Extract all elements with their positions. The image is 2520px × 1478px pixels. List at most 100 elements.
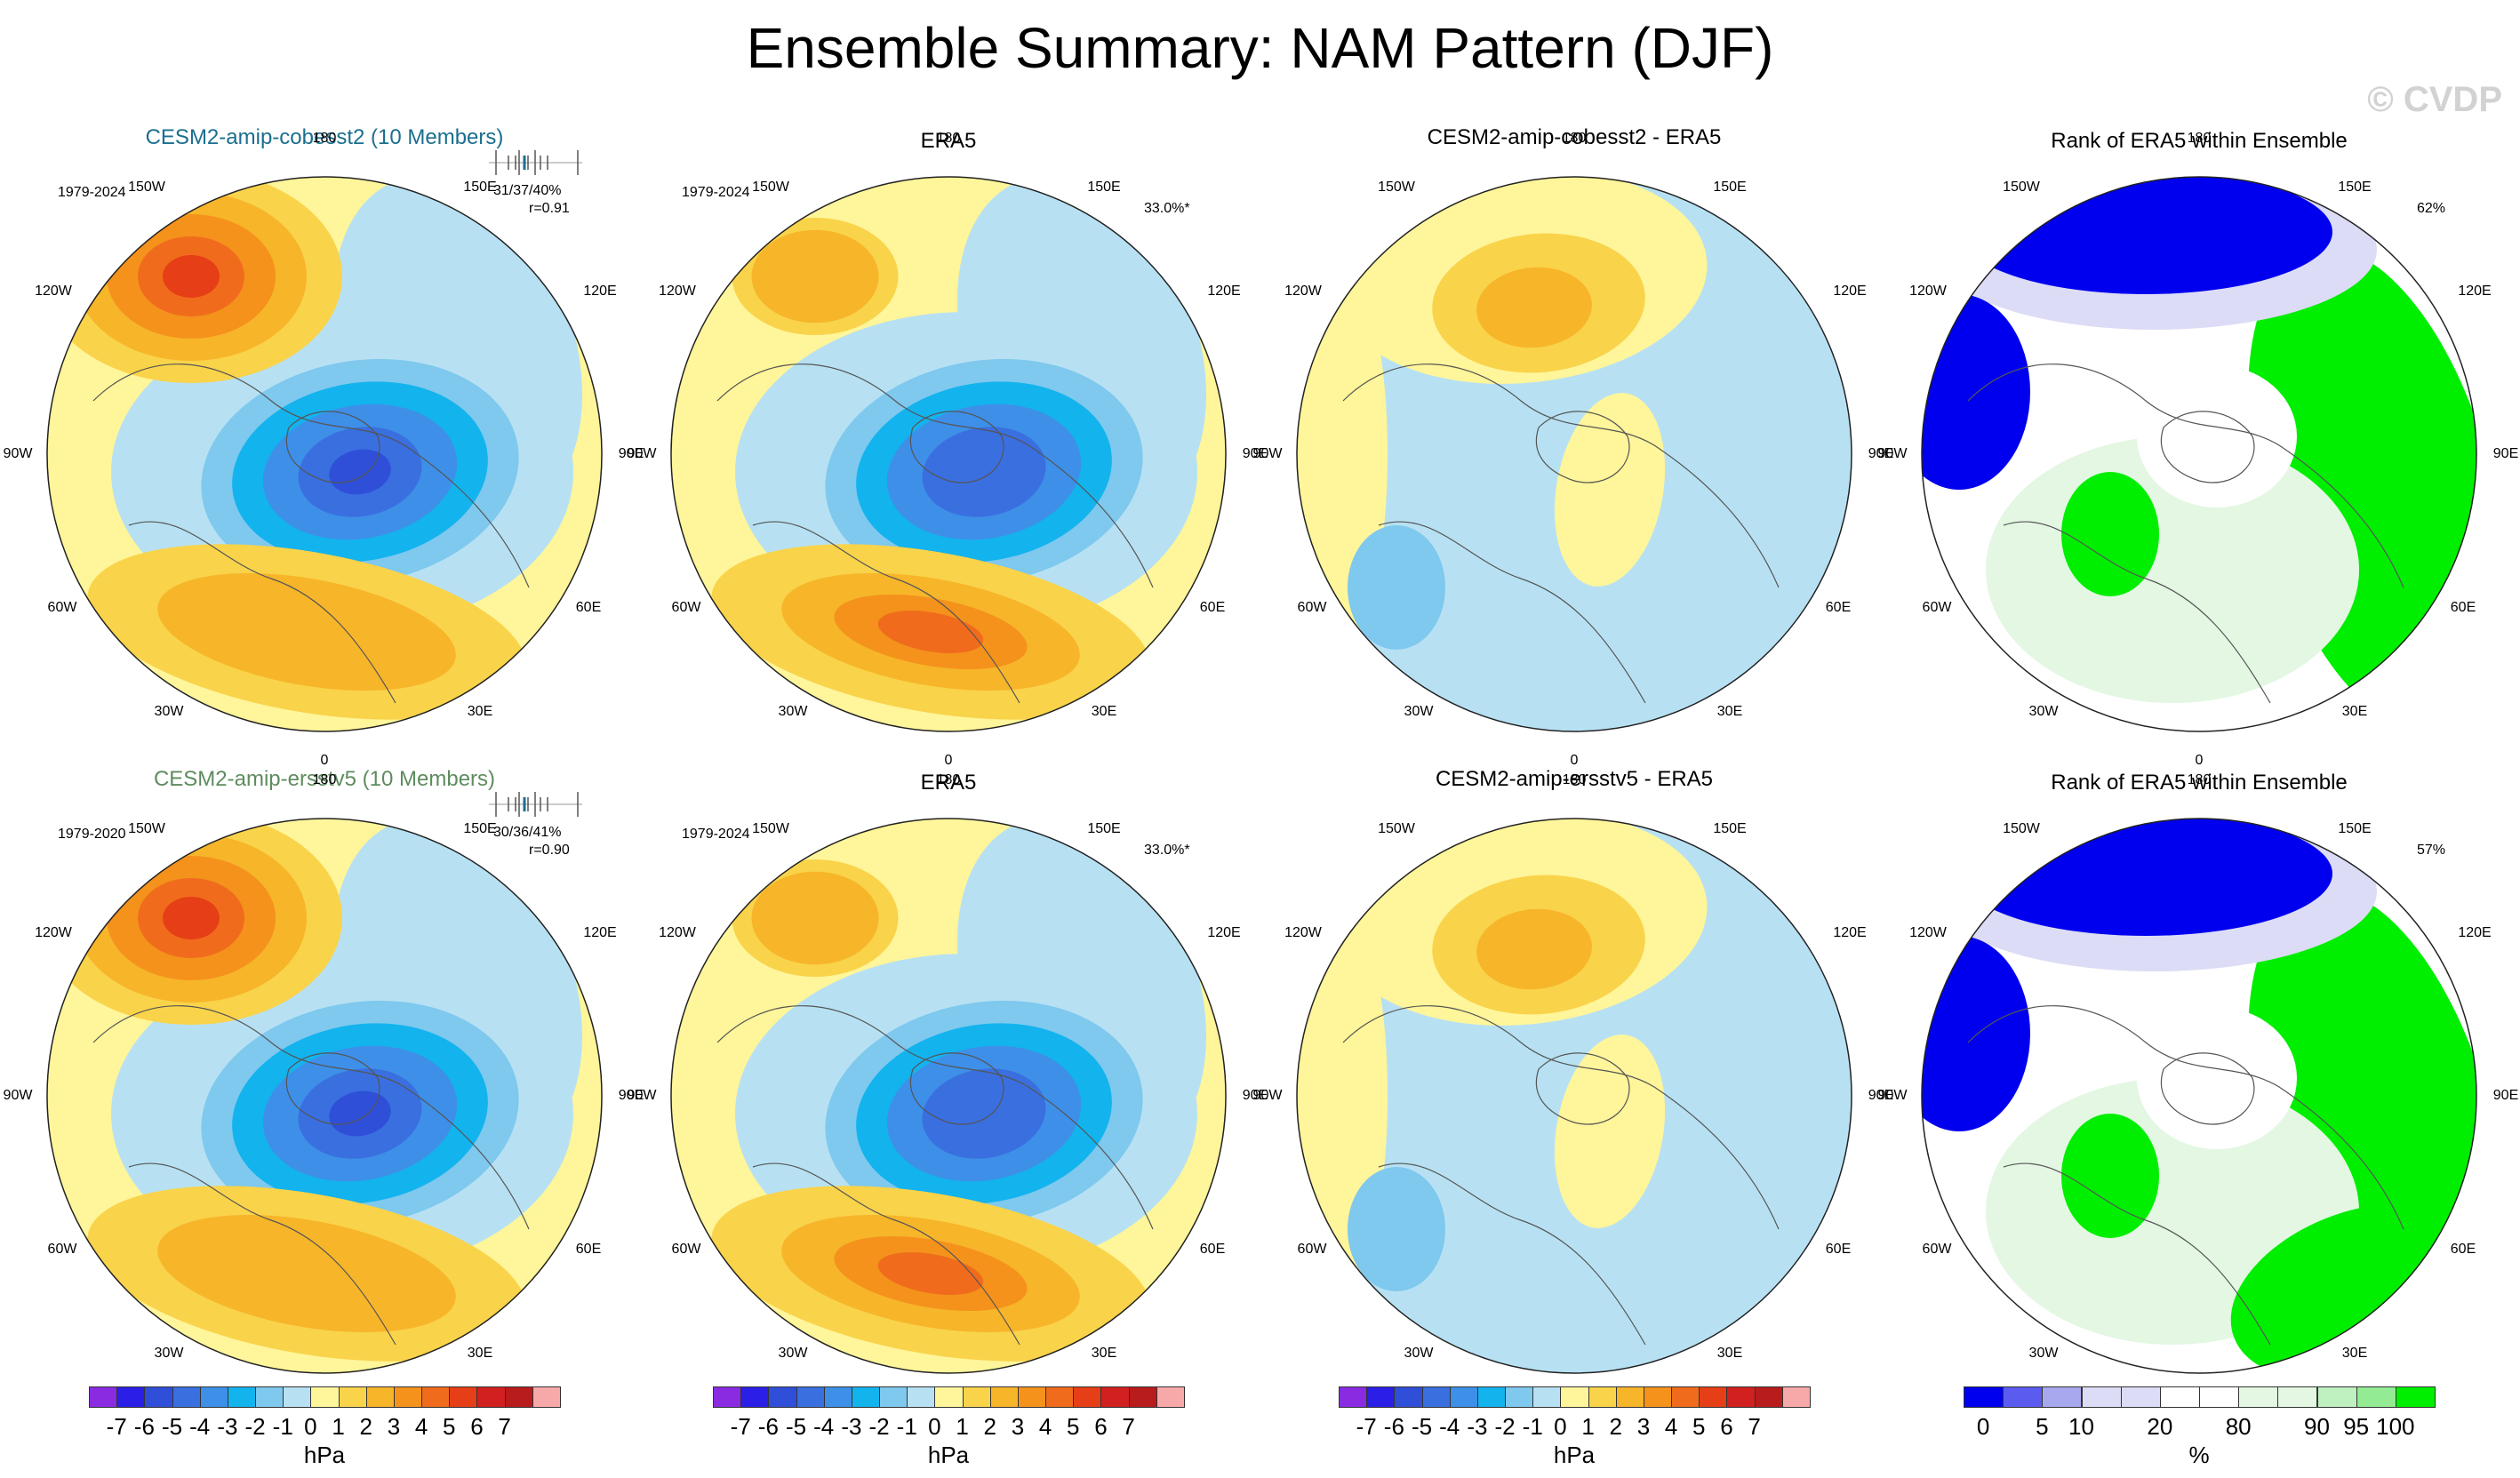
colorbar-swatch (851, 1386, 881, 1408)
colorbar-swatch (2199, 1386, 2240, 1408)
model-years: 1979-2024 (58, 185, 126, 200)
atlantic-high-level-3 (877, 1251, 984, 1296)
colorbar-tick-label: 3 (1011, 1413, 1025, 1440)
coastline (92, 364, 530, 704)
colorbar-tick-label: 5 (1692, 1413, 1706, 1440)
lon-label-l60e: 60E (575, 600, 602, 615)
diff-panel-title: CESM2-amip-ersstv5 - ERA5 (1435, 767, 1714, 791)
colorbar-tick-label: 0 (928, 1413, 941, 1440)
colorbar-swatch (283, 1386, 312, 1408)
lon-label-l120e: 120E (2458, 284, 2492, 299)
greenland-outline (2160, 411, 2255, 483)
lon-label-l150e: 150E (2338, 180, 2372, 195)
greenland-outline (1535, 411, 1630, 483)
lon-label-l150e: 150E (1713, 180, 1747, 195)
colorbar-swatch (199, 1386, 228, 1408)
greenland-outline (2160, 1052, 2255, 1125)
obs-years: 1979-2024 (682, 185, 750, 200)
lon-label-l30e: 30E (467, 704, 493, 719)
lon-label-l150e: 150E (1087, 180, 1121, 195)
colorbar-tick-label: -7 (106, 1413, 127, 1440)
rank-panel-title: Rank of ERA5 within Ensemble (2051, 771, 2348, 795)
colorbar-swatch (1615, 1386, 1644, 1408)
lon-label-l90e: 90E (2492, 1088, 2519, 1103)
pacific-high-level-1 (751, 871, 879, 965)
lon-label-l60e: 60E (2450, 1242, 2476, 1257)
colorbar-tick-label: -4 (813, 1413, 835, 1440)
map-rank (1921, 818, 2477, 1374)
map-border (46, 818, 603, 1374)
lon-label-l30e: 30E (2341, 704, 2368, 719)
lon-label-l120e: 120E (583, 925, 617, 940)
colorbar-swatch (823, 1386, 852, 1408)
lon-label-l150w: 150W (2003, 180, 2040, 195)
colorbar-tick-label: -6 (133, 1413, 155, 1440)
colorbar-unit: % (2188, 1442, 2210, 1468)
colorbar-tick-label: 7 (498, 1413, 511, 1440)
colorbar-swatch (1754, 1386, 1783, 1408)
lon-label-l120w: 120W (35, 284, 72, 299)
greenland-outline (909, 411, 1004, 483)
greenland-outline (909, 1052, 1004, 1125)
lon-label-l180: 180 (2187, 772, 2212, 787)
map-border (1296, 176, 1852, 732)
map-border (46, 176, 603, 732)
lon-label-l150e: 150E (463, 180, 497, 195)
map-border (670, 176, 1227, 732)
lon-label-l150e: 150E (463, 821, 497, 836)
colorbar-swatch (476, 1386, 506, 1408)
lon-label-l60e: 60E (2450, 600, 2476, 615)
colorbar-swatch (255, 1386, 284, 1408)
lon-label-l90w: 90W (627, 446, 657, 461)
lon-label-l150w: 150W (2003, 821, 2040, 836)
lon-label-l90w: 90W (627, 1088, 657, 1103)
lon-label-l180: 180 (1562, 772, 1587, 787)
lon-label-l60w: 60W (47, 1242, 77, 1257)
coastline (1967, 1005, 2404, 1346)
colorbar-swatch (172, 1386, 201, 1408)
colorbar-swatch (1156, 1386, 1185, 1408)
pacific-high-level-1 (751, 229, 879, 324)
coastline (1342, 1005, 1780, 1346)
colorbar-swatch (365, 1386, 395, 1408)
coastline (1342, 364, 1780, 704)
colorbar-tick-label: -5 (1411, 1413, 1433, 1440)
colorbar-swatch (796, 1386, 825, 1408)
colorbar-swatch (713, 1386, 742, 1408)
colorbar-tick-label: 4 (414, 1413, 428, 1440)
colorbar-tick-label: -3 (1467, 1413, 1488, 1440)
colorbar-tick-label: 10 (2068, 1413, 2094, 1440)
lon-label-l120w: 120W (659, 284, 696, 299)
colorbar-tick-label: 3 (387, 1413, 401, 1440)
lon-label-l90e: 90E (2492, 446, 2519, 461)
map-obs (670, 176, 1227, 732)
colorbar-swatch (421, 1386, 451, 1408)
lon-label-l30e: 30E (467, 1346, 493, 1361)
lon-label-l180: 180 (312, 772, 337, 787)
colorbar-tick-label: -6 (757, 1413, 779, 1440)
lon-label-l150w: 150W (1378, 180, 1415, 195)
colorbar-tick-label: 0 (304, 1413, 317, 1440)
colorbar-tick-label: 2 (983, 1413, 996, 1440)
colorbar-swatch (1073, 1386, 1102, 1408)
rank-mid-centre (2137, 1007, 2297, 1149)
lon-label-l90w: 90W (1877, 1088, 1908, 1103)
lon-label-l180: 180 (936, 131, 961, 146)
greenland-outline (285, 411, 380, 483)
lon-label-l60w: 60W (1297, 1242, 1327, 1257)
colorbar-tick-label: -7 (1356, 1413, 1377, 1440)
colorbar-tick-label: 0 (1554, 1413, 1567, 1440)
colorbar-tick-label: 7 (1748, 1413, 1761, 1440)
rank-colorbar-0: 0 5 10 20 80 90 95 100% (1964, 1386, 2436, 1475)
colorbar-swatch (1781, 1386, 1811, 1408)
lon-label-l120e: 120E (1207, 284, 1241, 299)
obs-variance-pct: 33.0%* (1144, 201, 1190, 216)
lon-label-l90e: 90E (1242, 446, 1268, 461)
coastline (92, 1005, 530, 1346)
model-years: 1979-2020 (58, 827, 126, 842)
colorbar-tick-label: 90 (2304, 1413, 2330, 1440)
colorbar-swatch (310, 1386, 340, 1408)
lon-label-l120w: 120W (1909, 284, 1947, 299)
rank-low-west (1922, 936, 2030, 1131)
colorbar-tick-label: -2 (244, 1413, 266, 1440)
